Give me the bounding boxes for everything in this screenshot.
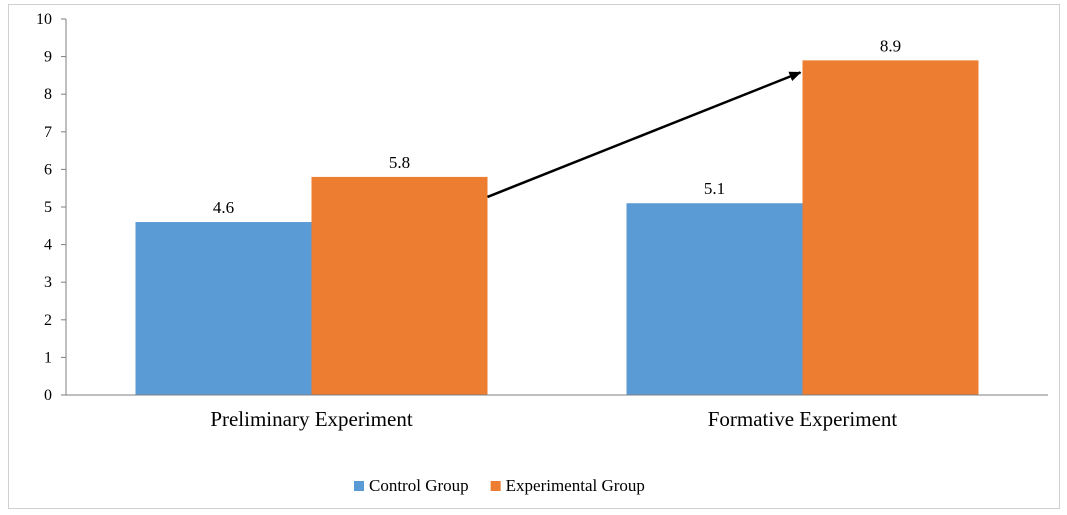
data-label: 5.1 <box>704 179 725 198</box>
y-tick-label: 8 <box>44 86 52 103</box>
bar-0-0 <box>135 222 312 395</box>
legend-label: Control Group <box>369 476 469 495</box>
bar-0-1 <box>626 203 803 395</box>
bar-1-1 <box>802 60 979 396</box>
y-tick-label: 10 <box>36 11 52 28</box>
y-tick-label: 1 <box>44 349 52 366</box>
y-tick-label: 3 <box>44 274 52 291</box>
data-labels: 4.6 5.8 5.1 8.9 <box>213 36 901 217</box>
legend-swatch <box>490 481 501 491</box>
legend-swatch <box>354 481 364 491</box>
annotation <box>487 71 802 199</box>
legend-label: Experimental Group <box>506 476 645 495</box>
legend: Control Group Experimental Group <box>354 476 645 495</box>
y-tick-label: 6 <box>44 161 52 178</box>
x-axis: Preliminary Experiment Formative Experime… <box>66 394 1048 431</box>
y-tick-label: 4 <box>44 237 52 254</box>
y-tick-label: 9 <box>44 49 52 66</box>
y-axis: 0 1 2 3 4 5 6 7 8 9 10 <box>36 11 67 404</box>
x-category-label: Formative Experiment <box>708 407 898 431</box>
y-tick-label: 5 <box>44 199 52 216</box>
trend-arrow <box>487 71 802 199</box>
data-label: 5.8 <box>389 153 410 172</box>
x-category-label: Preliminary Experiment <box>210 407 413 431</box>
bar-1-0 <box>311 176 488 395</box>
y-tick-label: 2 <box>44 312 52 329</box>
y-tick-label: 7 <box>44 124 52 141</box>
bars <box>135 60 979 396</box>
data-label: 8.9 <box>880 36 901 55</box>
y-tick-label: 0 <box>44 387 52 404</box>
data-label: 4.6 <box>213 198 234 217</box>
